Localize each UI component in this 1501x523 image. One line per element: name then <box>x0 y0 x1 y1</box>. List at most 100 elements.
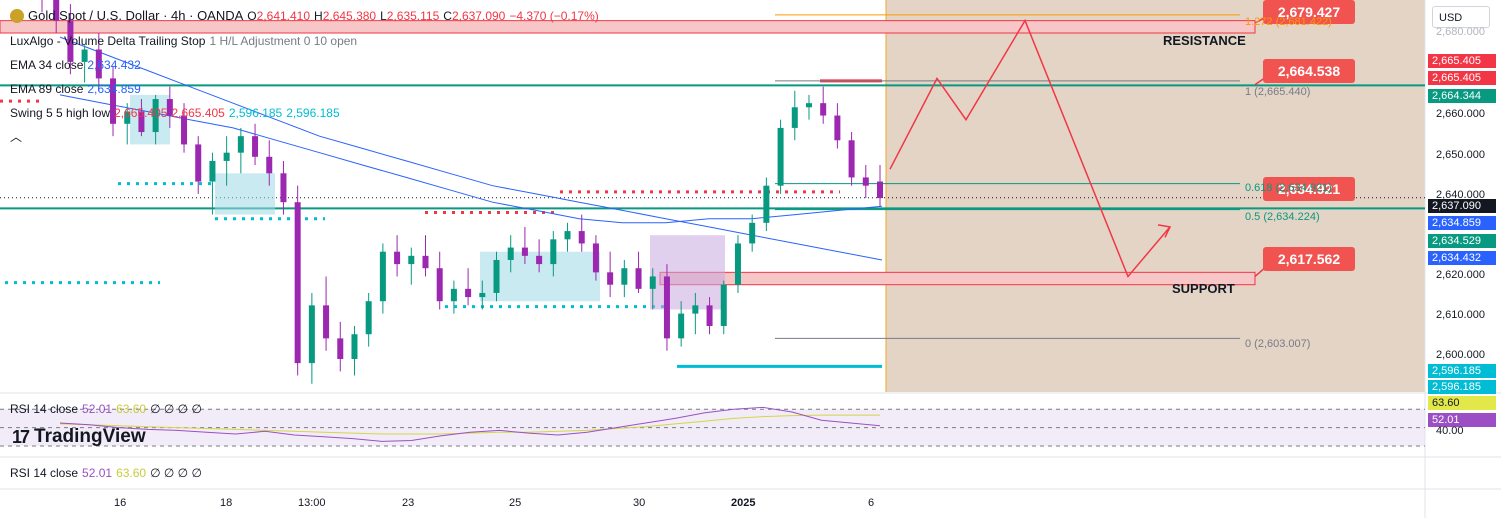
candle-body <box>777 127 784 186</box>
ema34-legend[interactable]: EMA 34 close 2,634.432 <box>10 58 141 72</box>
candle-body <box>223 152 230 161</box>
collapse-legend-button[interactable]: ︿ <box>10 128 22 145</box>
tradingview-mark-icon: 17 <box>12 426 30 447</box>
resistance-zone <box>0 20 1256 34</box>
candle-body <box>209 160 216 182</box>
time-tick-7: 6 <box>868 497 875 509</box>
candle-body <box>635 268 642 289</box>
price-label-ema34: 2,634.432 <box>1428 251 1496 265</box>
candle-body <box>706 305 713 326</box>
candle-body <box>834 115 841 141</box>
candle-body <box>166 99 173 116</box>
time-tick-0: 16 <box>114 497 127 509</box>
gold-icon <box>10 8 24 23</box>
candle-body <box>791 107 798 128</box>
ema-lines <box>59 36 883 261</box>
projection-arrowhead <box>1157 224 1172 238</box>
tradingview-logo[interactable]: 17 TradingView <box>12 426 146 448</box>
swing-legend[interactable]: Swing 5 5 high low 2,665.405 2,665.405 2… <box>10 106 340 120</box>
time-tick-2: 13:00 <box>298 497 326 509</box>
symbol-legend[interactable]: Gold Spot / U.S. Dollar · 4h · OANDA O 2,… <box>10 8 599 23</box>
luxalgo-legend[interactable]: LuxAlgo - Volume Delta Trailing Stop 1 H… <box>10 34 357 48</box>
candle-body <box>521 247 528 256</box>
ema89-name: EMA 89 close <box>10 82 84 96</box>
ohlc-high-label: H <box>314 8 323 23</box>
fib-1-label: 1 (2,665.440) <box>1245 86 1311 98</box>
candle-body <box>152 99 159 133</box>
time-tick-4: 25 <box>509 497 522 509</box>
tradingview-name: TradingView <box>34 426 146 447</box>
candle-body <box>237 136 244 153</box>
rsi-extras: ∅ ∅ ∅ ∅ <box>150 402 202 416</box>
rsi-name: RSI 14 close <box>10 402 79 416</box>
candle-body <box>110 78 117 124</box>
candle-body <box>692 305 699 314</box>
candle-body <box>465 288 472 298</box>
rsi-legend-2[interactable]: RSI 14 close 52.01 63.60 ∅ ∅ ∅ ∅ <box>10 466 202 480</box>
candle-body <box>749 222 756 244</box>
rsi-label-value: 52.01 <box>1428 413 1496 427</box>
rsi-label-ma: 63.60 <box>1428 396 1496 410</box>
price-tick-1: 2,660.000 <box>1436 108 1485 120</box>
candle-body <box>181 115 188 145</box>
candle-body <box>663 276 670 339</box>
candle-body <box>308 305 315 364</box>
ohlc-close-label: C <box>443 8 452 23</box>
time-tick-1: 18 <box>220 497 233 509</box>
candle-body <box>379 251 386 302</box>
rsi-value-2: 52.01 <box>82 466 113 480</box>
currency-button[interactable]: USD <box>1432 6 1490 28</box>
ohlc-change: −4.370 (−0.17%) <box>509 8 599 23</box>
candle-body <box>53 0 60 21</box>
candle-body <box>493 259 500 293</box>
price-label-swing-high-1: 2,665.405 <box>1428 54 1496 68</box>
price-label-last: 2,637.090 <box>1428 199 1496 213</box>
candles <box>41 0 883 384</box>
ohlc-open-label: O <box>247 8 257 23</box>
time-tick-5: 30 <box>633 497 646 509</box>
fibonacci-levels <box>775 14 1240 339</box>
candle-body <box>805 103 812 108</box>
candle-body <box>450 288 457 302</box>
candle-body <box>536 255 543 265</box>
symbol-title: Gold Spot / U.S. Dollar · 4h · OANDA <box>28 8 244 23</box>
candle-body <box>365 301 372 335</box>
rsi-legend[interactable]: RSI 14 close 52.01 63.60 ∅ ∅ ∅ ∅ <box>10 402 202 416</box>
swing-value-1: 2,665.405 <box>114 106 168 120</box>
callout-mid: 2,664.538 <box>1263 59 1355 83</box>
candle-body <box>550 239 557 265</box>
ohlc-open: 2,641.410 <box>256 8 311 23</box>
ema89-legend[interactable]: EMA 89 close 2,634.859 <box>10 82 141 96</box>
resistance-label: RESISTANCE <box>1163 33 1246 48</box>
ema89-line <box>59 94 883 224</box>
rsi-value: 52.01 <box>82 402 113 416</box>
support-label: SUPPORT <box>1172 281 1235 296</box>
ohlc-low-label: L <box>380 8 387 23</box>
price-tick-5: 2,610.000 <box>1436 309 1485 321</box>
candle-body <box>621 268 628 285</box>
candle-body <box>436 268 443 302</box>
candle-body <box>820 103 827 116</box>
rsi-tick-40: 40.00 <box>1436 425 1464 437</box>
candle-body <box>323 305 330 339</box>
callout-support: 2,617.562 <box>1263 247 1355 271</box>
luxalgo-params: 1 H/L Adjustment 0 10 open <box>209 34 358 48</box>
candle-body <box>848 140 855 178</box>
candle-body <box>763 185 770 223</box>
candle-body <box>862 177 869 186</box>
ohlc-low: 2,635.115 <box>386 8 440 23</box>
projection-line <box>889 18 1171 278</box>
price-tick-4: 2,620.000 <box>1436 269 1485 281</box>
candle-body <box>81 49 88 62</box>
rsi-ma-line <box>59 414 880 435</box>
price-label-swing-low-1: 2,596.185 <box>1428 364 1496 378</box>
candle-body <box>294 202 301 364</box>
candle-body <box>607 272 614 285</box>
fib-618-label: 0.618 (2,634.921) <box>1245 182 1332 194</box>
candle-body <box>507 247 514 260</box>
ema89-value: 2,634.859 <box>87 82 141 96</box>
callout-top: 2,679.427 <box>1263 0 1355 24</box>
candle-body <box>138 111 145 133</box>
ema34-line <box>59 36 883 261</box>
